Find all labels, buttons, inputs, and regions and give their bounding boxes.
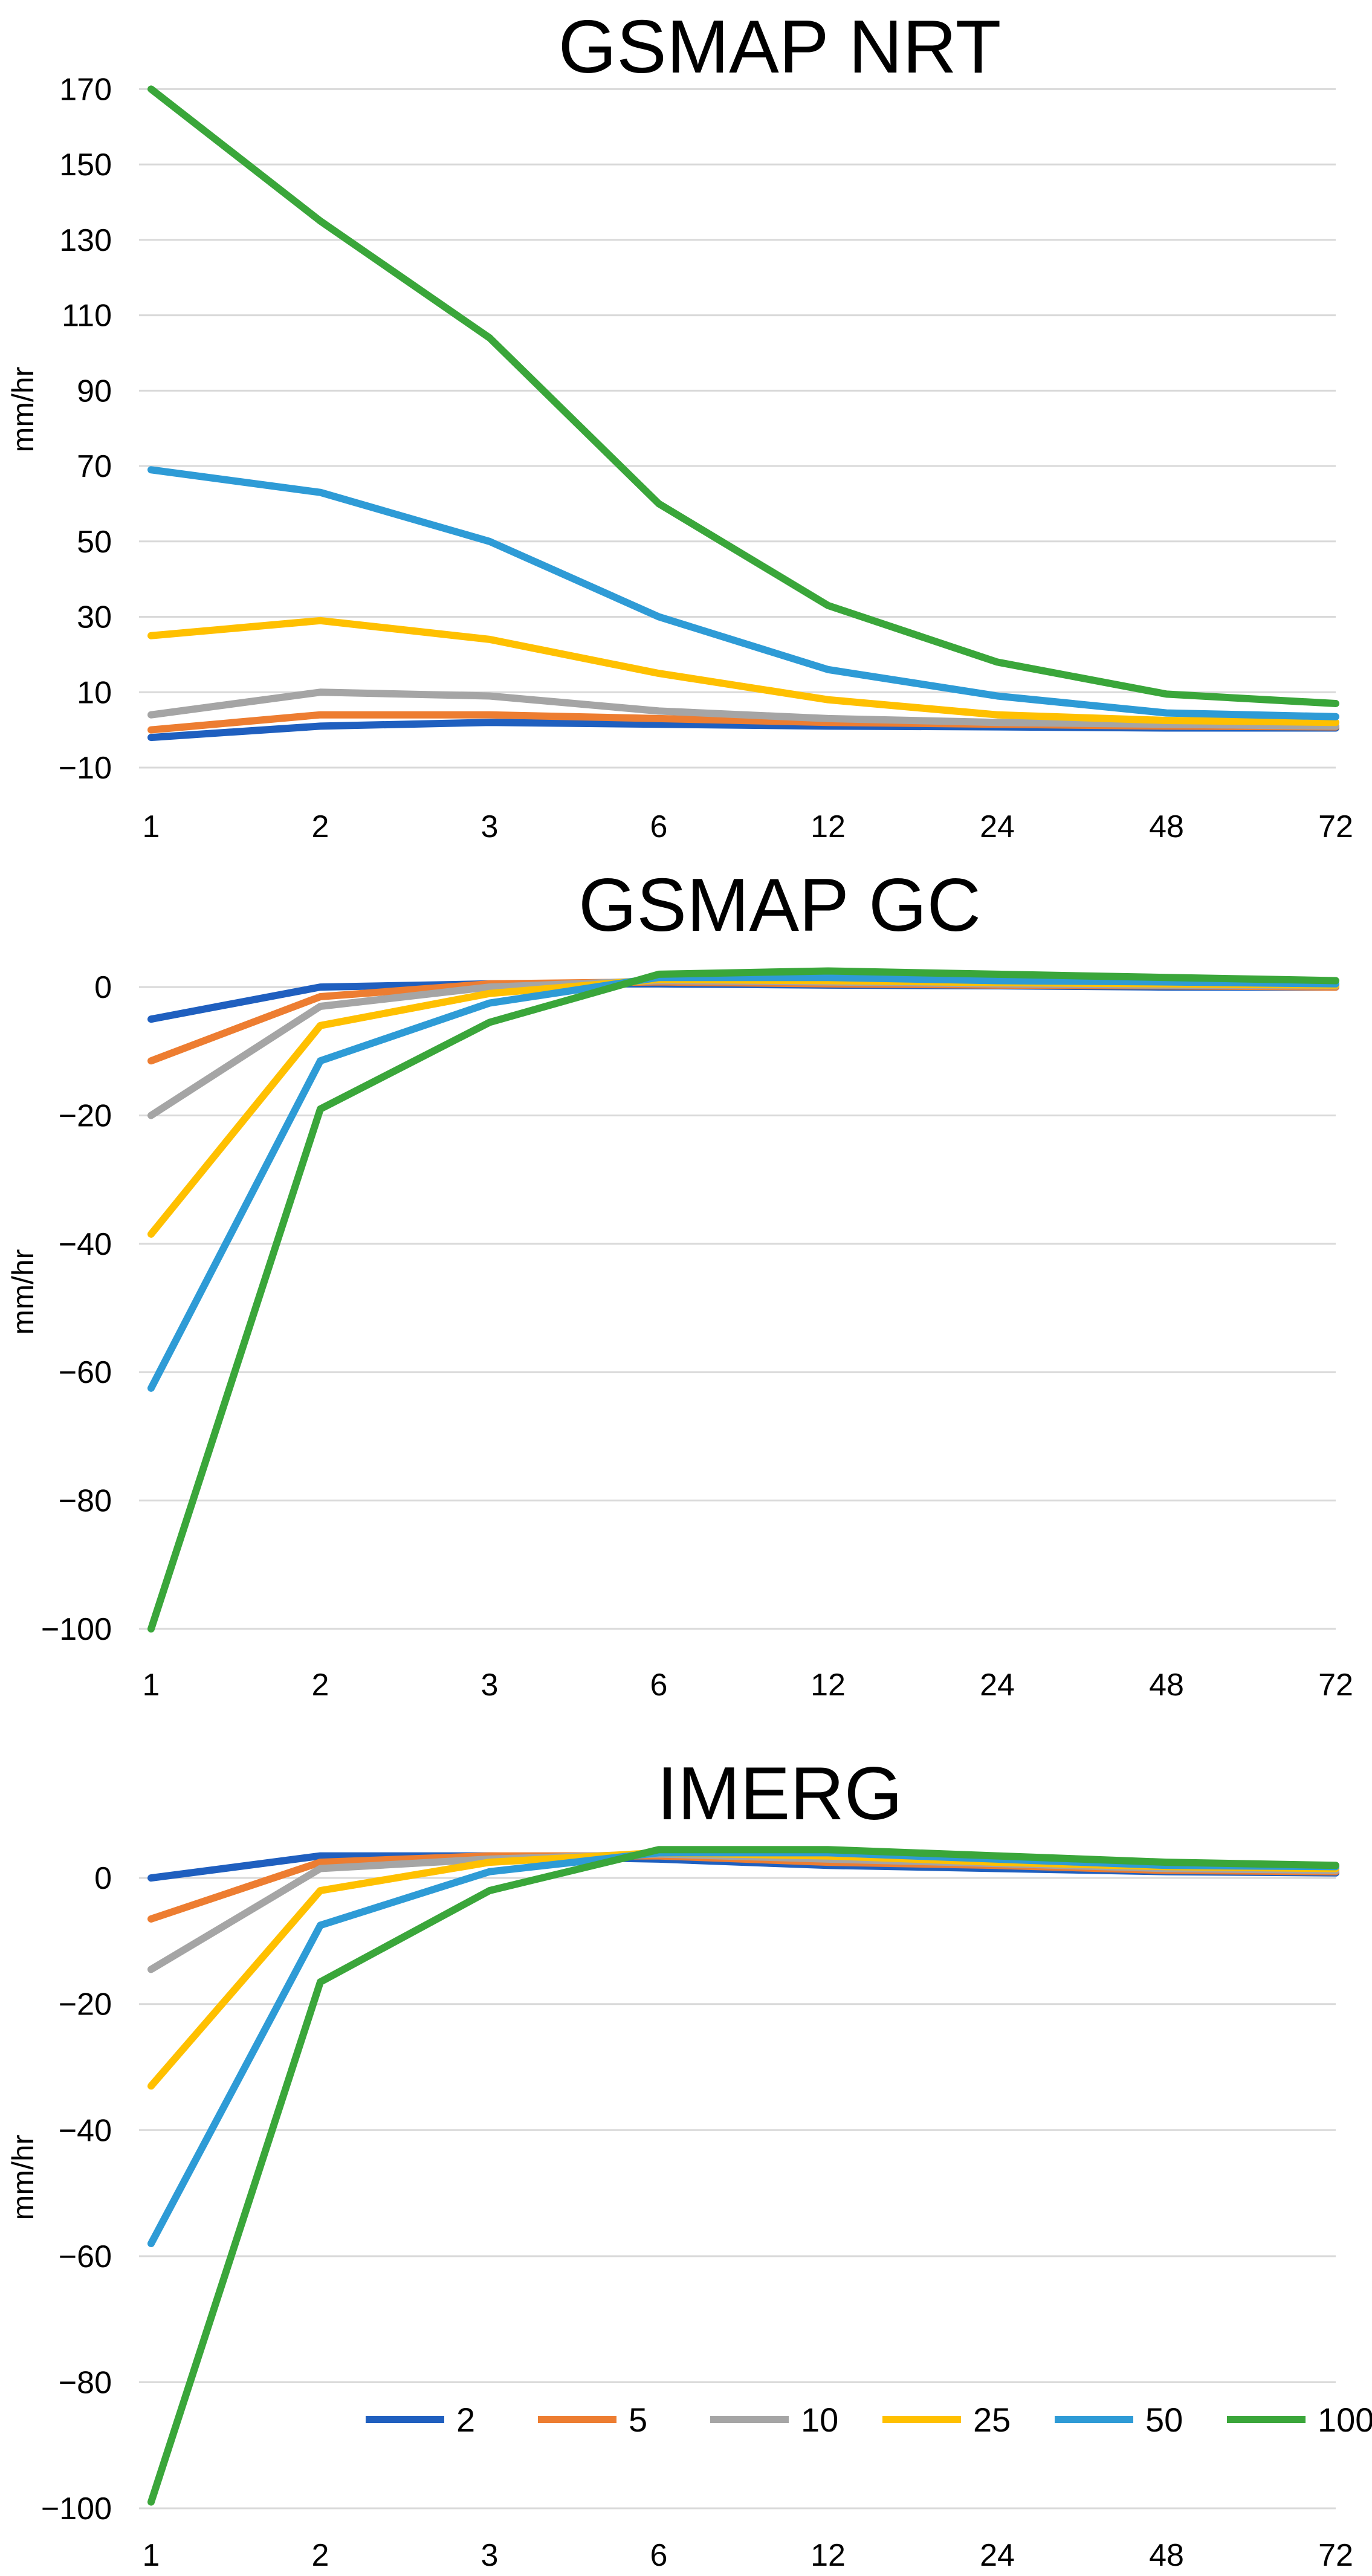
series-line-100 <box>147 85 1339 707</box>
y-tick-label: −20 <box>59 1987 112 2022</box>
x-tick-label: 72 <box>1318 2538 1353 2573</box>
x-tick-label: 2 <box>312 1668 329 1703</box>
legend-label: 2 <box>456 2401 475 2439</box>
legend-label: 10 <box>801 2401 838 2439</box>
legend-item-10: 10 <box>710 2401 838 2439</box>
series-line-25 <box>147 1849 1339 2090</box>
y-tick-label: 0 <box>94 1861 112 1896</box>
series-line-10 <box>147 1850 1339 1973</box>
series-line-25 <box>147 616 1339 727</box>
series-line-50 <box>147 1849 1339 2247</box>
y-axis-label: mm/hr <box>6 367 40 453</box>
y-axis-label: mm/hr <box>6 1249 40 1335</box>
series-line-50 <box>147 466 1339 720</box>
x-tick-label: 12 <box>811 1668 846 1703</box>
x-tick-label: 1 <box>143 2538 160 2573</box>
y-tick-label: 70 <box>77 449 112 484</box>
legend-item-25: 25 <box>882 2401 1011 2439</box>
y-tick-label: −60 <box>59 2239 112 2274</box>
y-tick-label: 170 <box>59 72 112 107</box>
x-tick-label: 6 <box>650 1668 668 1703</box>
x-tick-label: 24 <box>980 809 1015 844</box>
y-tick-label: −60 <box>59 1355 112 1390</box>
y-tick-label: 150 <box>59 147 112 183</box>
y-tick-label: 50 <box>77 525 112 560</box>
series-line-10 <box>147 977 1339 1119</box>
x-tick-label: 2 <box>312 2538 329 2573</box>
y-tick-label: 130 <box>59 223 112 258</box>
series-line-100 <box>147 967 1339 1633</box>
legend-label: 50 <box>1145 2401 1183 2439</box>
x-tick-label: 72 <box>1318 809 1353 844</box>
x-tick-label: 1 <box>143 1668 160 1703</box>
x-tick-label: 3 <box>481 1668 499 1703</box>
x-tick-label: 48 <box>1149 2538 1184 2573</box>
legend-label: 25 <box>973 2401 1011 2439</box>
y-tick-label: 10 <box>77 675 112 710</box>
legend-item-100: 100 <box>1227 2401 1372 2439</box>
x-tick-label: 24 <box>980 2538 1015 2573</box>
y-tick-label: −10 <box>59 751 112 786</box>
y-tick-label: −20 <box>59 1098 112 1133</box>
x-tick-label: 72 <box>1318 1668 1353 1703</box>
legend: 2 5 10 25 50 100 <box>366 2401 1372 2439</box>
chart-title: GSMAP GC <box>578 864 981 947</box>
legend-item-5: 5 <box>538 2401 647 2439</box>
x-tick-label: 48 <box>1149 809 1184 844</box>
legend-item-2: 2 <box>366 2401 475 2439</box>
legend-item-50: 50 <box>1055 2401 1183 2439</box>
x-tick-label: 6 <box>650 809 668 844</box>
x-tick-label: 3 <box>481 2538 499 2573</box>
chart-title: GSMAP NRT <box>558 5 1001 89</box>
y-tick-label: 0 <box>94 970 112 1005</box>
y-tick-label: 90 <box>77 374 112 409</box>
series-line-100 <box>147 1846 1339 2506</box>
x-tick-label: 2 <box>312 809 329 844</box>
x-tick-label: 12 <box>811 2538 846 2573</box>
y-axis-label: mm/hr <box>6 2135 40 2221</box>
series-line-50 <box>147 974 1339 1392</box>
y-tick-label: −40 <box>59 1227 112 1262</box>
x-tick-label: 24 <box>980 1668 1015 1703</box>
legend-label: 5 <box>629 2401 647 2439</box>
x-tick-label: 3 <box>481 809 499 844</box>
x-tick-label: 12 <box>811 809 846 844</box>
chart-title: IMERG <box>657 1752 902 1836</box>
x-tick-label: 1 <box>143 809 160 844</box>
series-line-10 <box>147 688 1339 730</box>
y-tick-label: −100 <box>41 2491 112 2526</box>
y-tick-label: −80 <box>59 1484 112 1519</box>
y-tick-label: 30 <box>77 600 112 635</box>
y-tick-label: 110 <box>62 299 112 334</box>
y-tick-label: −80 <box>59 2365 112 2400</box>
legend-label: 100 <box>1318 2401 1372 2439</box>
y-tick-label: −100 <box>41 1612 112 1647</box>
x-tick-label: 48 <box>1149 1668 1184 1703</box>
x-tick-label: 6 <box>650 2538 668 2573</box>
y-tick-label: −40 <box>59 2113 112 2148</box>
